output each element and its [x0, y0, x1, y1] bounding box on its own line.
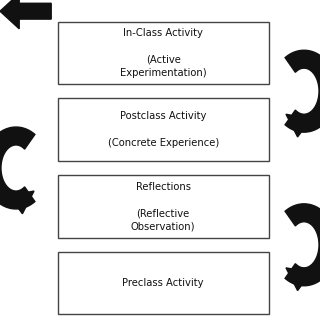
FancyBboxPatch shape [58, 252, 269, 314]
Polygon shape [0, 0, 51, 29]
Text: Preclass Activity: Preclass Activity [123, 278, 204, 288]
Text: In-Class Activity

(Active
Experimentation): In-Class Activity (Active Experimentatio… [120, 28, 206, 78]
Polygon shape [286, 114, 311, 137]
Text: Postclass Activity

(Concrete Experience): Postclass Activity (Concrete Experience) [108, 111, 219, 148]
FancyBboxPatch shape [58, 175, 269, 238]
Polygon shape [286, 268, 311, 291]
Polygon shape [0, 127, 35, 209]
Text: Reflections

(Reflective
Observation): Reflections (Reflective Observation) [131, 182, 196, 231]
Polygon shape [285, 204, 320, 286]
FancyBboxPatch shape [58, 99, 269, 161]
Polygon shape [9, 191, 34, 214]
FancyBboxPatch shape [58, 22, 269, 84]
Polygon shape [285, 50, 320, 132]
